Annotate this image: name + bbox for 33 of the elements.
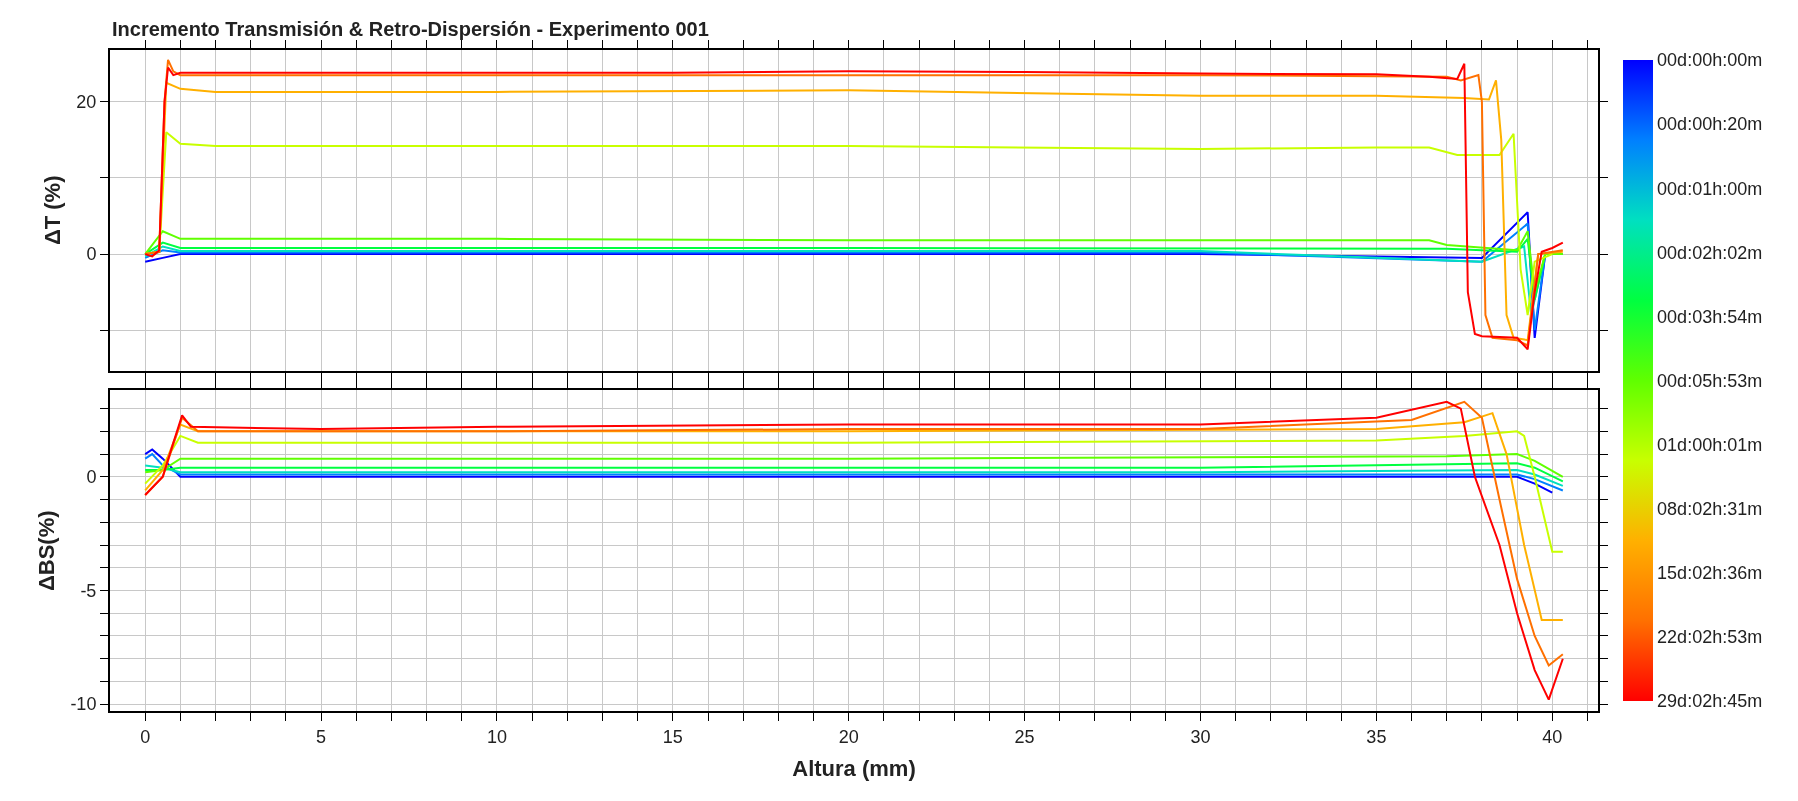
x-tick-label: 0 — [140, 726, 151, 747]
x-tick-label: 35 — [1366, 726, 1387, 747]
x-tick-label: 40 — [1542, 726, 1563, 747]
chart-title: Incremento Transmisión & Retro-Dispersión - Experimento 001 — [112, 18, 709, 40]
y-tick-label: -10 — [70, 694, 97, 715]
y-tick-label: 0 — [86, 467, 97, 488]
color-bar-label: 00d:02h:02m — [1657, 242, 1763, 263]
color-bar-label: 00d:01h:00m — [1657, 178, 1763, 199]
color-bar-label: 00d:05h:53m — [1657, 370, 1763, 391]
y-tick-label: 20 — [76, 92, 97, 113]
x-tick-label: 25 — [1014, 726, 1035, 747]
x-tick-label: 20 — [838, 726, 859, 747]
line-series — [144, 430, 1564, 553]
color-bar-label: 08d:02h:31m — [1657, 499, 1763, 519]
color-bar-label: 22d:02h:53m — [1657, 627, 1763, 648]
line-series — [144, 448, 1554, 494]
x-tick-label: 5 — [316, 726, 327, 747]
x-tick-label: 10 — [486, 726, 507, 747]
color-bar-label: 15d:02h:36m — [1657, 563, 1763, 584]
x-axis-title: Altura (mm) — [792, 756, 916, 781]
color-bar-label: 29d:02h:45m — [1657, 691, 1763, 712]
x-tick-label: 15 — [662, 726, 683, 747]
color-bar-label: 00d:00h:00m — [1657, 50, 1763, 71]
y-tick-label: 0 — [86, 244, 97, 265]
x-tick-label: 30 — [1190, 726, 1211, 747]
color-bar-label: 00d:00h:20m — [1657, 114, 1763, 135]
y-tick-label: -5 — [80, 580, 97, 601]
line-series — [144, 453, 1564, 492]
color-bar-label: 01d:00h:01m — [1657, 434, 1763, 455]
y-axis-title: ΔBS(%) — [33, 510, 59, 591]
line-series — [144, 453, 1564, 478]
color-bar-label: 00d:03h:54m — [1657, 306, 1763, 327]
y-axis-title: ΔT (%) — [39, 175, 65, 246]
